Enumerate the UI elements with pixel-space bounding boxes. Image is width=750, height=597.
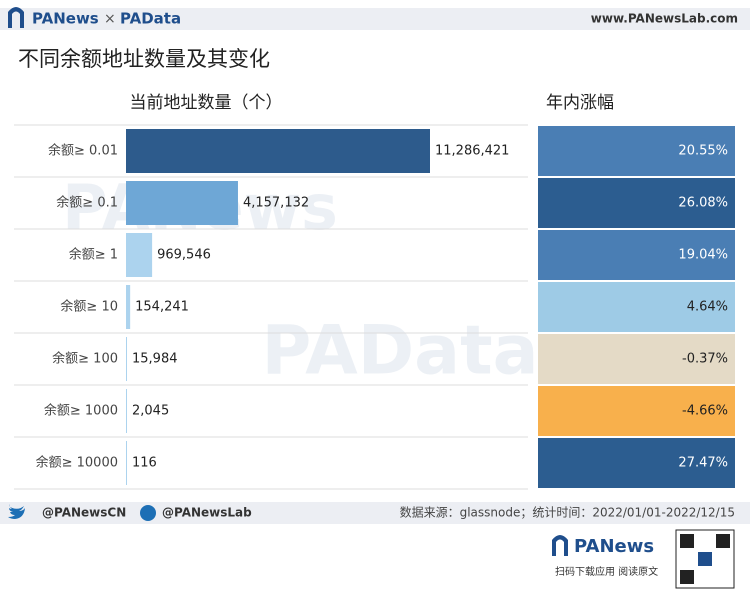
change-label: 19.04% [678,248,728,263]
bar [126,129,430,173]
brand: PANews [32,10,99,28]
change-cell [538,230,735,280]
change-header: 年内涨幅 [546,93,614,113]
value-label: 11,286,421 [435,144,509,159]
change-cell [538,126,735,176]
separator: × [104,11,116,27]
facebook-handle: @PANewsLab [162,506,252,520]
change-cell [538,178,735,228]
url: www.PANewsLab.com [591,12,738,26]
change-cell [538,386,735,436]
qr-finder [680,534,694,548]
header-band [0,8,750,30]
app-logo-icon [552,535,568,556]
value-header: 当前地址数量（个） [130,93,283,113]
twitter-handle: @PANewsCN [42,506,126,520]
category-label: 余额≥ 0.1 [56,195,118,211]
chart-title: 不同余额地址数量及其变化 [18,47,270,71]
value-label: 154,241 [135,300,189,315]
category-label: 余额≥ 10 [60,299,118,315]
bar [126,389,127,433]
category-label: 余额≥ 10000 [36,455,118,471]
change-cell [538,438,735,488]
change-label: -0.37% [682,352,728,367]
app-caption: 扫码下载应用 阅读原文 [555,565,658,578]
app-brand: PANews [574,536,654,557]
watermark: PAData [262,312,539,391]
change-label: -4.66% [682,404,728,419]
qr-center [698,552,712,566]
bar [126,441,127,485]
category-label: 余额≥ 100 [52,351,118,367]
value-label: 116 [132,456,157,471]
bar [126,337,127,381]
qr-finder [680,570,694,584]
change-cell [538,282,735,332]
bar [126,181,238,225]
bar [126,285,131,329]
category-label: 余额≥ 1000 [44,403,118,419]
change-label: 4.64% [687,300,728,315]
facebook-icon [140,505,156,521]
qr-code [675,529,735,589]
value-label: 969,546 [157,248,211,263]
change-label: 27.47% [678,456,728,471]
brand2: PAData [120,10,181,28]
category-label: 余额≥ 0.01 [48,143,118,159]
value-label: 15,984 [132,352,178,367]
bar [126,233,153,277]
source: 数据来源：glassnode；统计时间：2022/01/01-2022/12/1… [400,505,735,520]
change-label: 20.55% [678,144,728,159]
twitter-icon [8,504,25,519]
qr-finder [716,534,730,548]
value-label: 4,157,132 [243,196,309,211]
change-cell [538,334,735,384]
value-label: 2,045 [132,404,169,419]
category-label: 余额≥ 1 [69,247,118,263]
footer-band [0,502,750,524]
logo-icon [8,7,24,28]
change-label: 26.08% [678,196,728,211]
